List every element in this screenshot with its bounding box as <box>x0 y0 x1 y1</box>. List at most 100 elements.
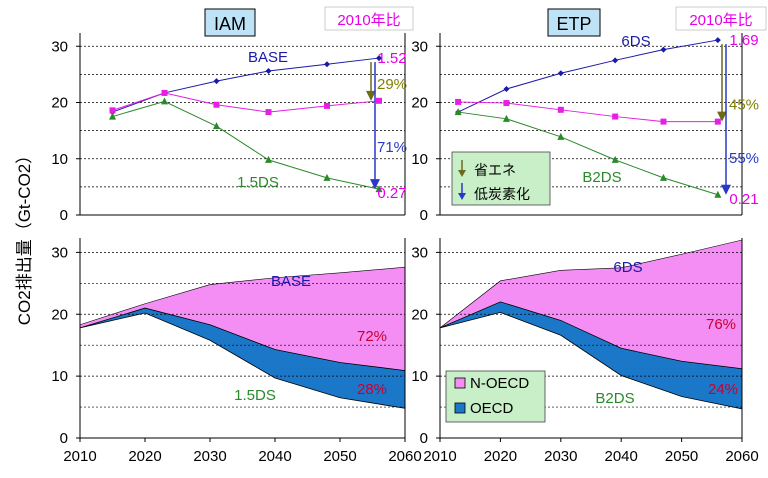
iam-top-point-0-3 <box>265 68 272 74</box>
pct-upper-label: 29% <box>377 76 407 93</box>
iam-top-point-0-5 <box>376 55 382 62</box>
x-tick-label: 2010 <box>63 448 96 465</box>
legend-item-label: 省エネ <box>474 162 516 178</box>
etp-bottom-n-oecd-area <box>440 240 742 369</box>
ratio-bottom-label: 0.21 <box>729 191 758 208</box>
x-tick-label: 2010 <box>423 448 456 465</box>
etp-top-point-2-2 <box>557 132 565 140</box>
etp-top-point-0-1 <box>503 86 510 92</box>
iam-top-arrowhead-upper <box>366 90 376 101</box>
y-tick-label: 30 <box>411 244 428 261</box>
etp-top-series-line-2 <box>458 111 718 196</box>
curve-label-bottom: B2DS <box>595 390 634 407</box>
y-tick-label: 0 <box>420 207 428 224</box>
iam-top-point-2-1 <box>161 97 168 105</box>
x-tick-label: 2040 <box>258 448 291 465</box>
iam-bottom-total-line <box>79 266 406 326</box>
y-axis-label: CO2排出量（Gt-CO2） <box>15 147 34 326</box>
etp-top-point-2-4 <box>659 173 667 181</box>
etp-top-point-0-5 <box>714 37 721 44</box>
corner-label: 2010年比 <box>337 12 400 29</box>
iam-top-arrowhead-lower <box>370 179 380 190</box>
iam-top-point-1-4 <box>324 102 330 109</box>
y-tick-label: 20 <box>411 306 428 323</box>
iam-top-point-2-5 <box>375 185 383 193</box>
etp-top-title-box <box>547 8 601 37</box>
etp-top-point-1-5 <box>714 118 721 125</box>
iam-top-point-1-5 <box>376 97 382 104</box>
etp-top-series-line-0 <box>457 39 718 113</box>
legend-item-label: OECD <box>470 400 514 417</box>
pct-upper-label: 45% <box>729 97 759 114</box>
legend-arrowhead-blue <box>458 193 466 200</box>
etp-top-point-2-3 <box>611 155 619 163</box>
x-tick-label: 2030 <box>544 448 577 465</box>
x-tick-label: 2060 <box>388 448 421 465</box>
etp-top-point-1-4 <box>660 118 667 125</box>
iam-top-series-line-0 <box>112 57 380 113</box>
series-label: B2DS <box>582 169 621 186</box>
y-tick-label: 30 <box>51 38 68 55</box>
y-tick-label: 0 <box>60 430 68 447</box>
ratio-top-label: 1.52 <box>377 50 406 67</box>
x-tick-label: 2020 <box>128 448 161 465</box>
pct-n-oecd-label: 76% <box>706 316 736 333</box>
pct-oecd-label: 28% <box>357 381 387 398</box>
corner-label: 2010年比 <box>689 12 752 29</box>
series-label: BASE <box>248 49 288 66</box>
x-tick-label: 2040 <box>605 448 638 465</box>
iam-top-point-0-2 <box>213 78 220 85</box>
iam-top-corner-box <box>324 6 414 31</box>
y-tick-label: 0 <box>60 207 68 224</box>
etp-top-point-2-1 <box>502 114 510 122</box>
panel-title: ETP <box>556 14 591 34</box>
pct-lower-label: 71% <box>377 139 407 156</box>
etp-top-arrowhead-lower <box>721 184 731 195</box>
iam-bottom-n-oecd-area <box>80 267 405 371</box>
y-tick-label: 10 <box>411 151 428 168</box>
iam-top-point-2-2 <box>213 122 220 130</box>
etp-top-point-1-0 <box>455 98 462 105</box>
curve-label-top: BASE <box>271 273 311 290</box>
iam-top-point-2-4 <box>323 173 331 181</box>
iam-top-point-1-1 <box>161 89 168 96</box>
y-tick-label: 30 <box>51 244 68 261</box>
x-tick-label: 2020 <box>484 448 517 465</box>
y-tick-label: 20 <box>51 306 68 323</box>
panel-title: IAM <box>214 14 246 34</box>
iam-top-point-1-0 <box>109 107 116 114</box>
etp-top-point-0-4 <box>660 46 667 53</box>
legend-item-label: 低炭素化 <box>474 186 530 202</box>
etp-top-point-1-3 <box>612 113 619 120</box>
legend-item-label: N-OECD <box>470 375 529 392</box>
iam-top-point-0-4 <box>324 61 330 68</box>
legend-swatch-oecd <box>454 402 466 414</box>
etp-top-point-2-0 <box>454 108 462 116</box>
legend-swatch-n-oecd <box>454 377 466 389</box>
region-legend: N-OECD OECD <box>445 370 546 423</box>
etp-top-series-line-1 <box>458 101 718 123</box>
iam-top-point-1-3 <box>265 109 272 116</box>
etp-top-point-1-1 <box>503 100 510 107</box>
efficiency-legend-box <box>451 151 551 206</box>
pct-lower-label: 55% <box>729 150 759 167</box>
legend-arrowhead-olive <box>458 170 466 177</box>
curve-label-top: 6DS <box>613 259 642 276</box>
etp-top-point-0-3 <box>612 57 619 64</box>
x-tick-label: 2030 <box>193 448 226 465</box>
y-tick-label: 10 <box>411 368 428 385</box>
x-tick-label: 2050 <box>323 448 356 465</box>
x-tick-label: 2050 <box>665 448 698 465</box>
iam-top-series-line-2 <box>112 100 380 190</box>
y-tick-label: 10 <box>51 368 68 385</box>
y-tick-label: 10 <box>51 151 68 168</box>
series-label: 1.5DS <box>237 174 279 191</box>
etp-top-corner-box <box>675 6 767 31</box>
ratio-bottom-label: 0.27 <box>377 185 406 202</box>
y-tick-label: 20 <box>411 95 428 112</box>
etp-top-point-0-2 <box>557 70 564 77</box>
curve-label-bottom: 1.5DS <box>234 387 276 404</box>
